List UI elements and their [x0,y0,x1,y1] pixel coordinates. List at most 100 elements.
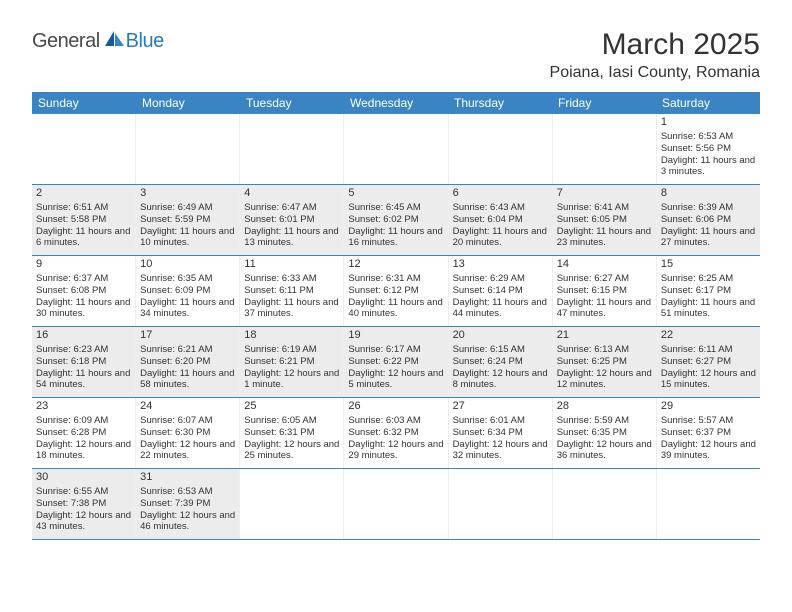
calendar-day: 23Sunrise: 6:09 AMSunset: 6:28 PMDayligh… [32,398,136,468]
weekday-header: Wednesday [344,92,448,114]
daylight-line: Daylight: 11 hours and 51 minutes. [661,297,756,321]
calendar-day: 15Sunrise: 6:25 AMSunset: 6:17 PMDayligh… [657,256,760,326]
sunrise-line: Sunrise: 5:59 AM [557,415,652,427]
daylight-line: Daylight: 11 hours and 10 minutes. [140,226,235,250]
sunrise-line: Sunrise: 6:49 AM [140,202,235,214]
sunset-line: Sunset: 6:30 PM [140,427,235,439]
calendar-day-empty [32,114,136,184]
daylight-line: Daylight: 11 hours and 44 minutes. [453,297,548,321]
logo-sail-icon [104,30,126,48]
calendar-week: 23Sunrise: 6:09 AMSunset: 6:28 PMDayligh… [32,398,760,469]
sunset-line: Sunset: 6:11 PM [244,285,339,297]
daylight-line: Daylight: 12 hours and 18 minutes. [36,439,131,463]
day-number: 18 [244,329,339,343]
calendar-day: 8Sunrise: 6:39 AMSunset: 6:06 PMDaylight… [657,185,760,255]
day-number: 11 [244,258,339,272]
daylight-line: Daylight: 11 hours and 34 minutes. [140,297,235,321]
month-title: March 2025 [550,28,760,62]
daylight-line: Daylight: 12 hours and 8 minutes. [453,368,548,392]
logo-text-main: General [32,30,100,53]
sunset-line: Sunset: 6:05 PM [557,214,652,226]
calendar-day-empty [449,469,553,539]
calendar-week: 9Sunrise: 6:37 AMSunset: 6:08 PMDaylight… [32,256,760,327]
sunrise-line: Sunrise: 6:27 AM [557,273,652,285]
sunset-line: Sunset: 6:31 PM [244,427,339,439]
day-number: 10 [140,258,235,272]
daylight-line: Daylight: 12 hours and 36 minutes. [557,439,652,463]
calendar-day: 9Sunrise: 6:37 AMSunset: 6:08 PMDaylight… [32,256,136,326]
sunset-line: Sunset: 6:02 PM [348,214,443,226]
sunset-line: Sunset: 6:18 PM [36,356,131,368]
sunrise-line: Sunrise: 6:39 AM [661,202,756,214]
day-number: 19 [348,329,443,343]
sunrise-line: Sunrise: 6:53 AM [140,486,235,498]
sunrise-line: Sunrise: 6:31 AM [348,273,443,285]
day-number: 20 [453,329,548,343]
calendar-day-empty [344,114,448,184]
daylight-line: Daylight: 11 hours and 47 minutes. [557,297,652,321]
daylight-line: Daylight: 11 hours and 40 minutes. [348,297,443,321]
calendar-day: 30Sunrise: 6:55 AMSunset: 7:38 PMDayligh… [32,469,136,539]
calendar-day-empty [657,469,760,539]
weekday-header-row: SundayMondayTuesdayWednesdayThursdayFrid… [32,92,760,114]
sunset-line: Sunset: 6:24 PM [453,356,548,368]
sunset-line: Sunset: 6:28 PM [36,427,131,439]
calendar-day: 13Sunrise: 6:29 AMSunset: 6:14 PMDayligh… [449,256,553,326]
calendar-day: 22Sunrise: 6:11 AMSunset: 6:27 PMDayligh… [657,327,760,397]
weekday-header: Sunday [32,92,136,114]
daylight-line: Daylight: 12 hours and 1 minute. [244,368,339,392]
daylight-line: Daylight: 11 hours and 58 minutes. [140,368,235,392]
sunrise-line: Sunrise: 6:15 AM [453,344,548,356]
daylight-line: Daylight: 11 hours and 23 minutes. [557,226,652,250]
calendar-week: 2Sunrise: 6:51 AMSunset: 5:58 PMDaylight… [32,185,760,256]
day-number: 2 [36,187,131,201]
daylight-line: Daylight: 11 hours and 27 minutes. [661,226,756,250]
sunrise-line: Sunrise: 6:11 AM [661,344,756,356]
day-number: 5 [348,187,443,201]
sunrise-line: Sunrise: 6:13 AM [557,344,652,356]
calendar-day-empty [553,114,657,184]
calendar-day: 20Sunrise: 6:15 AMSunset: 6:24 PMDayligh… [449,327,553,397]
sunset-line: Sunset: 6:01 PM [244,214,339,226]
daylight-line: Daylight: 11 hours and 54 minutes. [36,368,131,392]
calendar-day: 18Sunrise: 6:19 AMSunset: 6:21 PMDayligh… [240,327,344,397]
calendar-day: 16Sunrise: 6:23 AMSunset: 6:18 PMDayligh… [32,327,136,397]
calendar-day: 3Sunrise: 6:49 AMSunset: 5:59 PMDaylight… [136,185,240,255]
sunset-line: Sunset: 6:08 PM [36,285,131,297]
calendar-day-empty [240,114,344,184]
day-number: 26 [348,400,443,414]
calendar-week: 30Sunrise: 6:55 AMSunset: 7:38 PMDayligh… [32,469,760,540]
sunset-line: Sunset: 6:27 PM [661,356,756,368]
day-number: 16 [36,329,131,343]
sunrise-line: Sunrise: 6:43 AM [453,202,548,214]
header: General Blue March 2025 Poiana, Iasi Cou… [32,28,760,82]
sunrise-line: Sunrise: 6:01 AM [453,415,548,427]
daylight-line: Daylight: 11 hours and 20 minutes. [453,226,548,250]
sunset-line: Sunset: 6:09 PM [140,285,235,297]
daylight-line: Daylight: 12 hours and 39 minutes. [661,439,756,463]
calendar-day: 28Sunrise: 5:59 AMSunset: 6:35 PMDayligh… [553,398,657,468]
sunset-line: Sunset: 6:04 PM [453,214,548,226]
calendar-day: 25Sunrise: 6:05 AMSunset: 6:31 PMDayligh… [240,398,344,468]
sunrise-line: Sunrise: 6:53 AM [661,131,756,143]
day-number: 25 [244,400,339,414]
day-number: 4 [244,187,339,201]
day-number: 15 [661,258,756,272]
daylight-line: Daylight: 12 hours and 15 minutes. [661,368,756,392]
day-number: 29 [661,400,756,414]
sunrise-line: Sunrise: 6:07 AM [140,415,235,427]
day-number: 27 [453,400,548,414]
day-number: 12 [348,258,443,272]
calendar: SundayMondayTuesdayWednesdayThursdayFrid… [32,92,760,540]
daylight-line: Daylight: 11 hours and 6 minutes. [36,226,131,250]
sunset-line: Sunset: 6:35 PM [557,427,652,439]
daylight-line: Daylight: 12 hours and 29 minutes. [348,439,443,463]
calendar-day: 7Sunrise: 6:41 AMSunset: 6:05 PMDaylight… [553,185,657,255]
calendar-week: 1Sunrise: 6:53 AMSunset: 5:56 PMDaylight… [32,114,760,185]
sunrise-line: Sunrise: 6:41 AM [557,202,652,214]
daylight-line: Daylight: 12 hours and 22 minutes. [140,439,235,463]
sunset-line: Sunset: 7:38 PM [36,498,131,510]
sunset-line: Sunset: 6:32 PM [348,427,443,439]
calendar-day: 21Sunrise: 6:13 AMSunset: 6:25 PMDayligh… [553,327,657,397]
sunrise-line: Sunrise: 6:37 AM [36,273,131,285]
